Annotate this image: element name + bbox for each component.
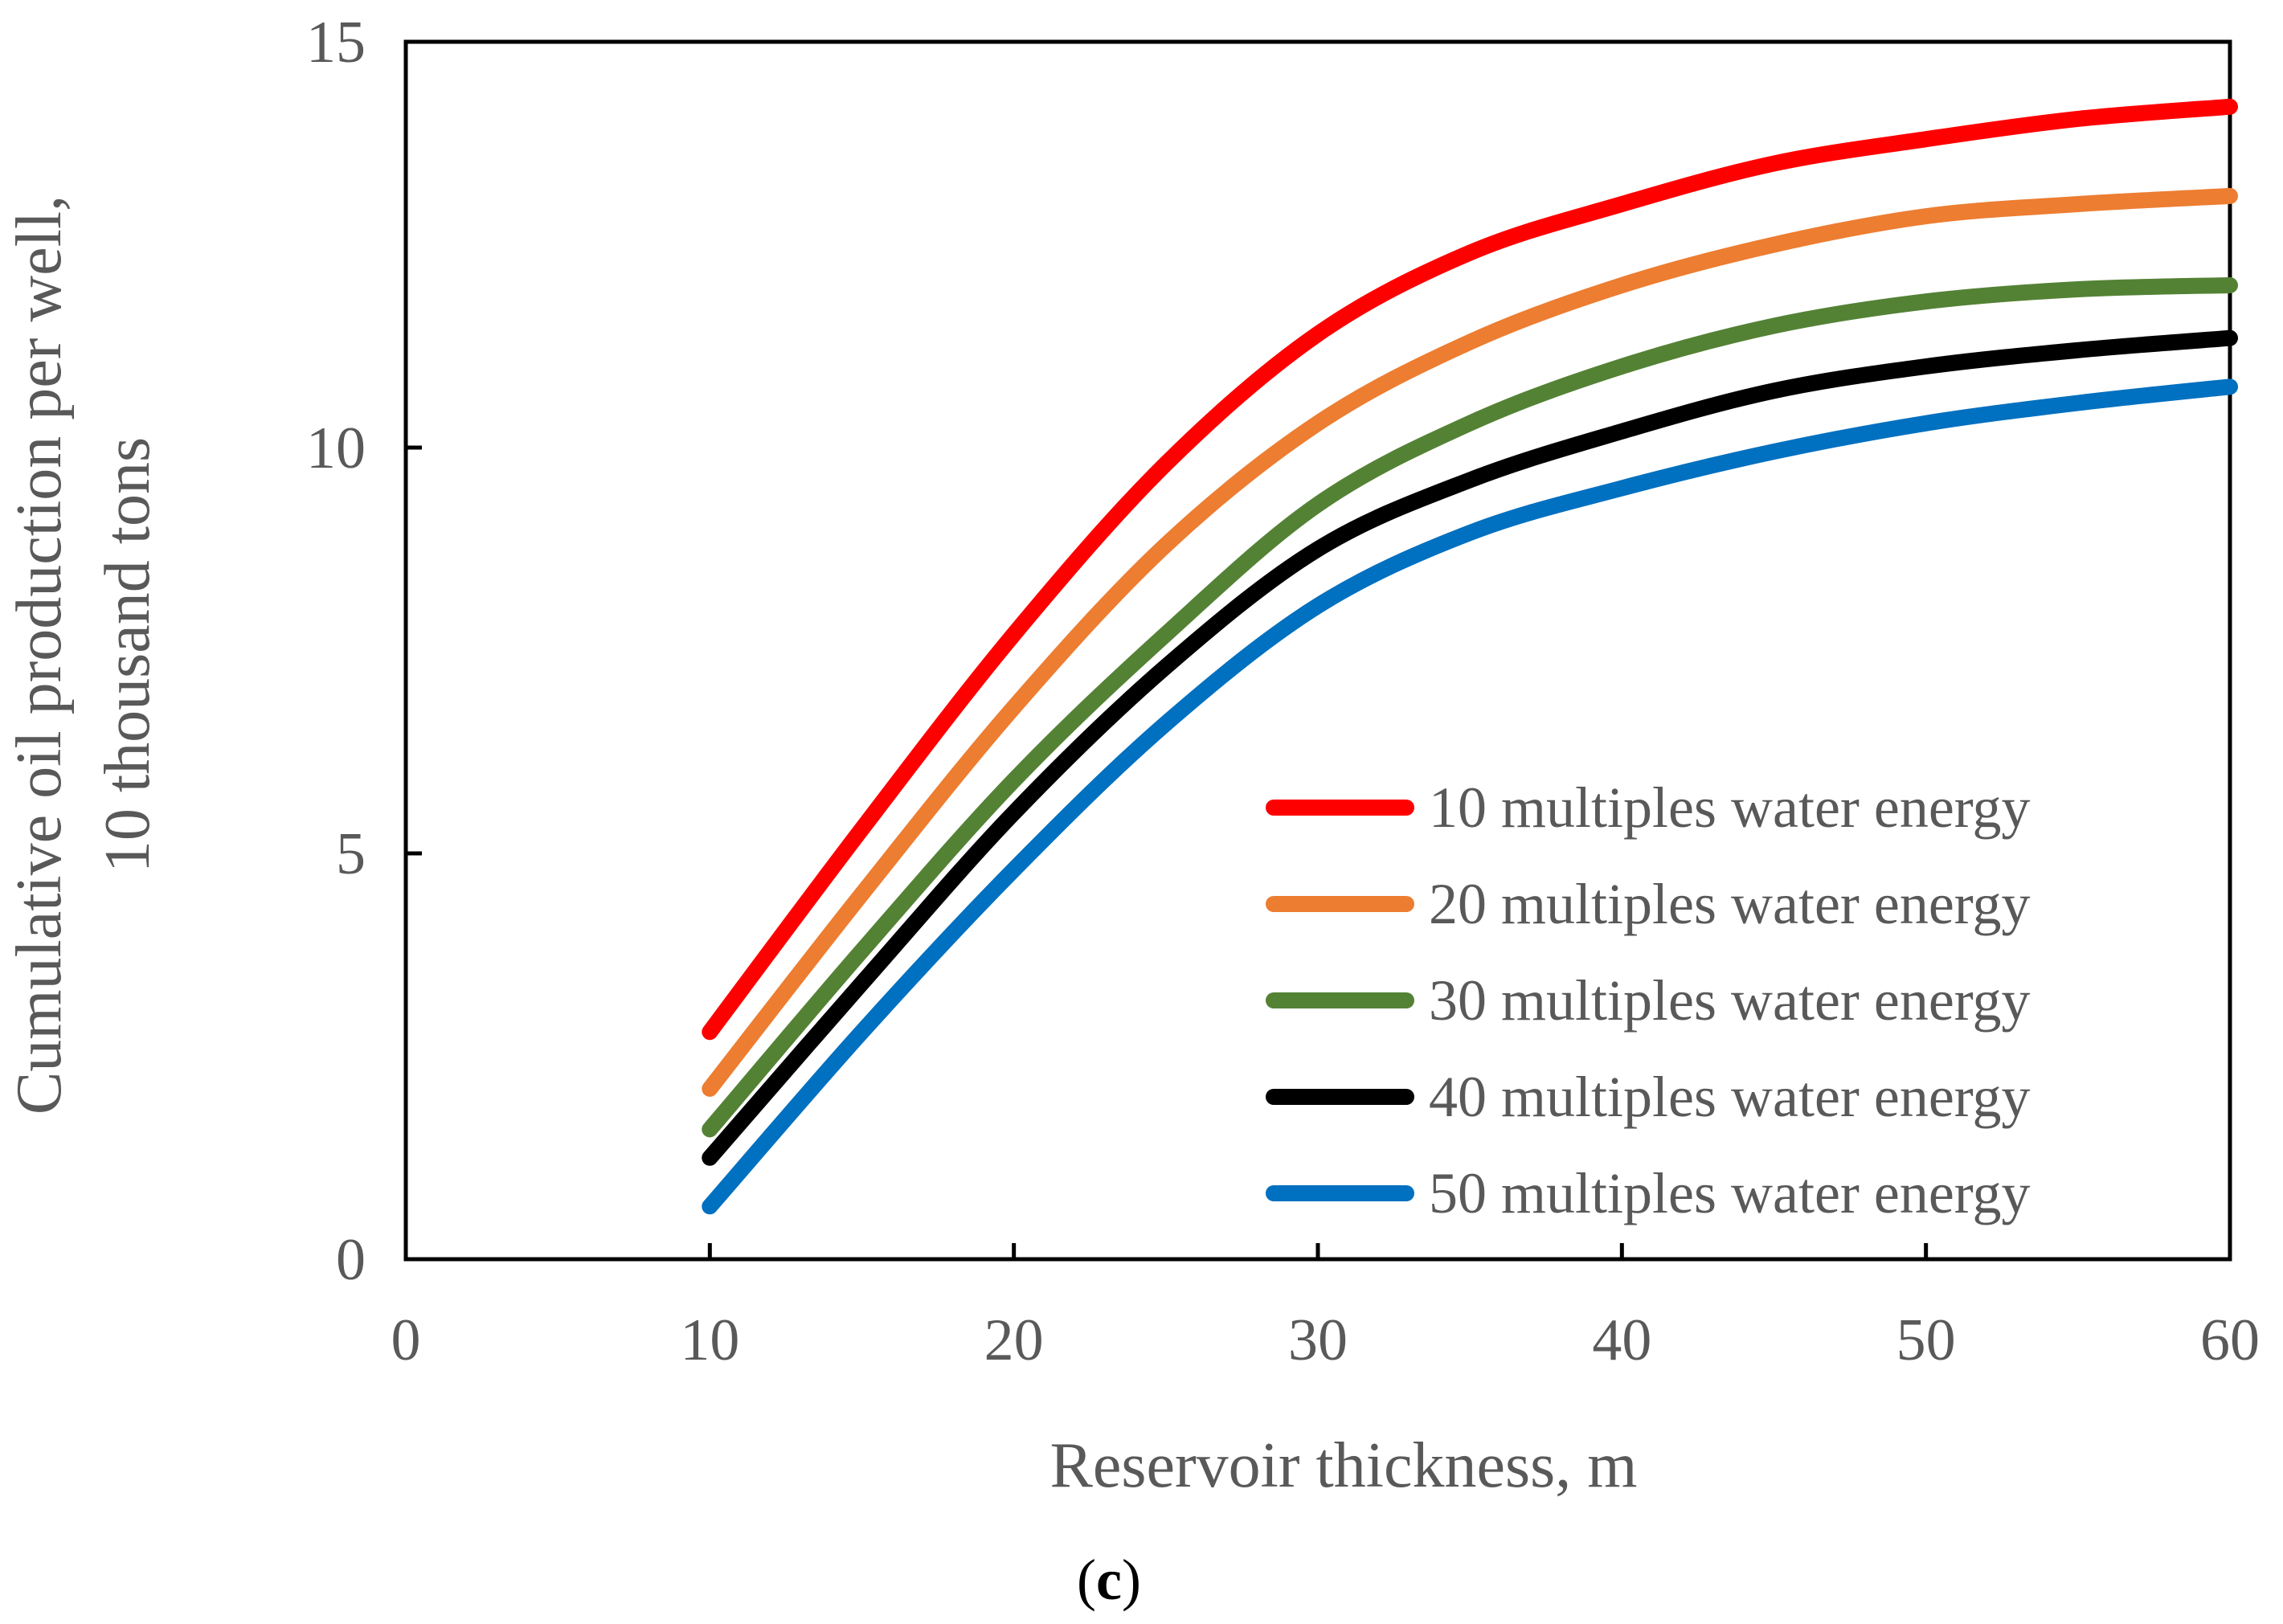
- figure-caption: (c): [1077, 1548, 1141, 1612]
- caption-open: (: [1077, 1548, 1096, 1612]
- legend-label-2: 20 multiples water energy: [1429, 872, 2030, 936]
- caption-close: ): [1122, 1548, 1141, 1612]
- series-line-5: [702, 378, 2238, 1215]
- x-tick-label: 40: [1592, 1307, 1651, 1373]
- y-axis-title-line-2: 10 thousand tons: [92, 437, 163, 873]
- x-tick-label: 60: [2200, 1307, 2260, 1373]
- legend-label-1: 10 multiples water energy: [1429, 775, 2030, 840]
- x-tick-label: 20: [984, 1307, 1044, 1373]
- x-axis-title: Reservoir thickness, m: [1050, 1430, 1638, 1501]
- legend-label-4: 40 multiples water energy: [1429, 1065, 2030, 1129]
- y-tick-label: 15: [306, 10, 366, 76]
- x-tick-label: 50: [1896, 1307, 1956, 1373]
- x-tick-label: 0: [391, 1307, 421, 1373]
- x-tick-label: 30: [1288, 1307, 1348, 1373]
- y-tick-label: 5: [336, 821, 366, 887]
- x-tick-label: 10: [680, 1307, 739, 1373]
- plot-area: [403, 39, 2232, 1262]
- y-tick-label: 0: [336, 1227, 366, 1293]
- series-line-4: [702, 329, 2238, 1166]
- caption-letter: c: [1096, 1548, 1122, 1612]
- series-line-1: [702, 98, 2238, 1041]
- y-tick-label: 10: [306, 415, 366, 481]
- legend: 10 multiples water energy 20 multiples wa…: [1266, 775, 2030, 1225]
- legend-label-3: 30 multiples water energy: [1429, 968, 2030, 1033]
- y-axis-ticks: 0 5 10 15: [306, 10, 422, 1293]
- x-axis-ticks: 0 10 20 30 40 50 60: [391, 1243, 2260, 1373]
- legend-label-5: 50 multiples water energy: [1429, 1161, 2030, 1225]
- y-axis-title-line-1: Cumulative oil production per well,: [4, 195, 75, 1115]
- series-lines: [702, 98, 2238, 1215]
- series-line-3: [702, 277, 2238, 1138]
- series-line-2: [702, 187, 2238, 1097]
